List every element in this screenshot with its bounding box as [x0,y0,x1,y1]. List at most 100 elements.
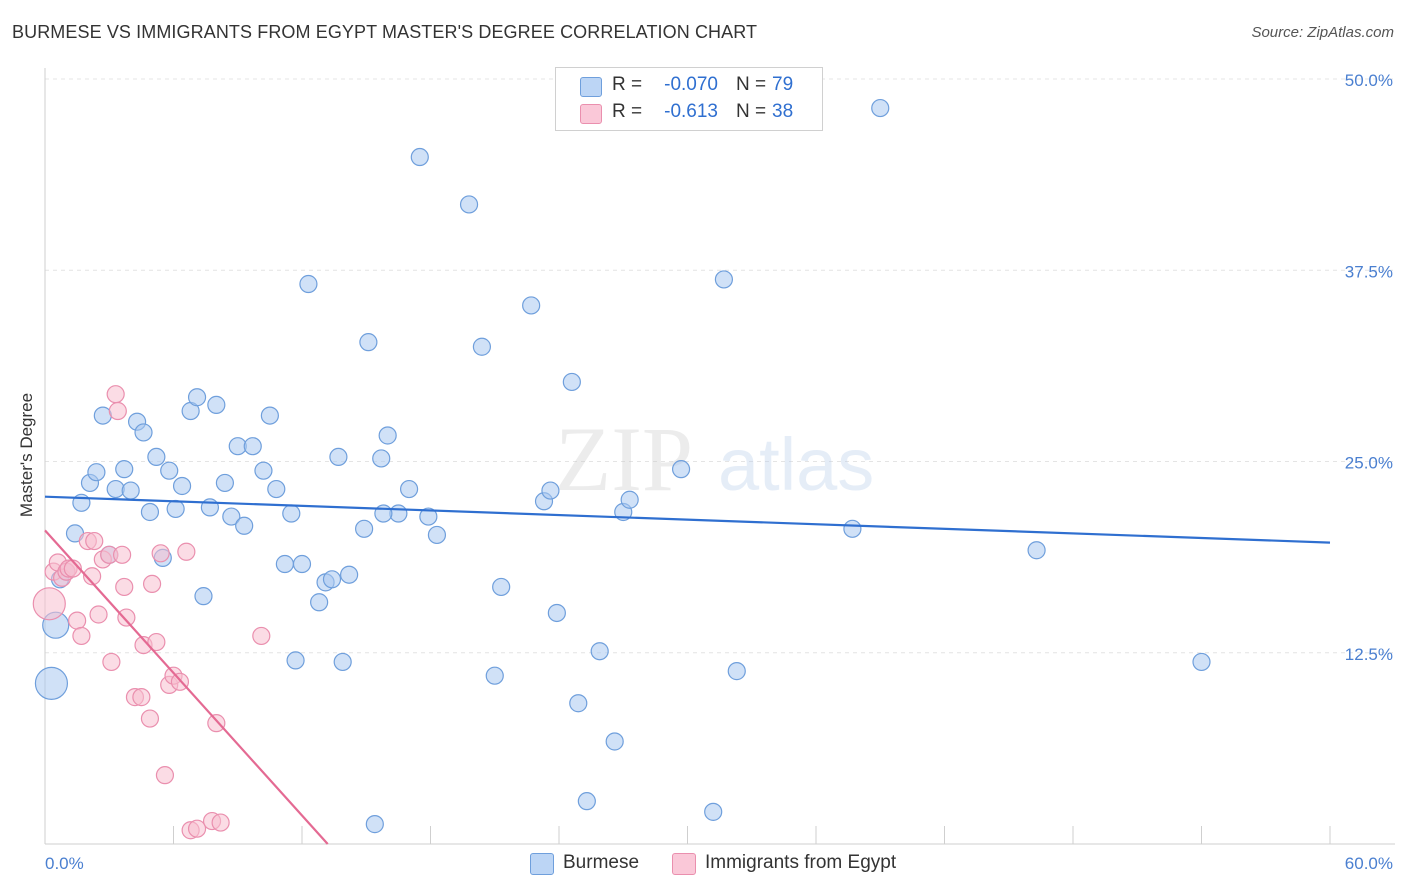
egypt-point [147,632,166,652]
burmese-point [93,406,112,425]
burmese-point [359,333,378,352]
watermark: ZIP atlas [555,408,874,510]
burmese-point [492,577,511,597]
burmese-point [140,502,160,522]
r-value: -0.613 [664,101,718,122]
legend-label-egypt: Immigrants from Egypt [705,852,897,873]
burmese-point [222,507,241,526]
egypt-point [89,605,108,624]
burmese-point [485,666,504,685]
egypt-point [117,608,136,627]
egypt-points [32,385,271,840]
burmese-point [322,570,342,589]
burmese-point [340,565,359,584]
egypt-point [252,626,271,646]
y-tick-label: 12.5% [1345,645,1393,664]
legend-label-burmese: Burmese [563,852,640,873]
burmese-point [106,479,125,499]
y-tick-label: 25.0% [1345,454,1393,473]
burmese-point [605,732,624,751]
r-value: -0.070 [664,74,718,95]
burmese-point [166,499,185,519]
burmese-point [843,519,862,538]
burmese-point [620,490,639,509]
burmese-point [292,554,312,574]
stats-row-egypt: R = -0.613 N = 38 [556,101,822,127]
trend-lines [44,495,1331,845]
egypt-point [32,587,66,621]
burmese-point [310,593,329,612]
burmese-point [727,662,746,681]
burmese-point [714,270,734,289]
burmese-point [704,802,723,821]
burmese-point [235,516,254,535]
burmese-point [254,461,273,480]
egypt-point [142,574,162,594]
source-label: Source: ZipAtlas.com [1251,24,1394,41]
burmese-point [260,406,279,425]
burmese-point [871,98,890,118]
burmese-point [1027,541,1046,560]
egypt-point [68,611,87,630]
burmese-point [160,461,179,480]
r-label: R = [612,74,643,95]
chart-title: BURMESE VS IMMIGRANTS FROM EGYPT MASTER'… [12,22,758,42]
burmese-point [147,447,166,467]
grid-lines [45,78,1395,654]
burmese-point [547,603,566,623]
burmese-point [355,519,374,538]
burmese-trend-line [44,495,1331,544]
burmese-point [1192,652,1211,672]
r-label: R = [612,101,643,122]
y-tick-label: 37.5% [1345,262,1393,281]
burmese-point [121,481,140,500]
burmese-point [522,296,541,315]
burmese-point [365,815,384,834]
stats-row-burmese: R = -0.070 N = 79 [556,74,822,100]
legend: Burmese Immigrants from Egypt [0,851,1406,877]
legend-swatch-burmese [530,853,554,875]
burmese-point [541,481,560,500]
burmese-point [134,423,153,442]
burmese-point [243,437,262,456]
egypt-point [112,545,132,564]
legend-swatch-egypt [672,853,696,875]
egypt-point [108,401,127,421]
x-tick-label: 60.0% [1345,854,1393,873]
burmese-point [267,479,286,499]
egypt-point [151,544,170,563]
stats-box: R = -0.070 N = 79 R = -0.613 N = 38 [555,67,823,131]
burmese-point [34,666,69,700]
egypt-point [102,652,121,672]
egypt-swatch [580,104,602,124]
egypt-point [211,813,230,832]
egypt-point [106,385,125,404]
egypt-point [207,714,226,733]
egypt-point [132,688,151,707]
burmese-point [562,372,581,392]
burmese-point [115,460,134,479]
x-tick-label: 0.0% [45,854,84,873]
burmese-point [569,694,588,713]
burmese-point [329,447,348,467]
burmese-point [372,449,391,468]
burmese-point [459,195,479,214]
n-value: 79 [772,74,794,95]
n-value: 38 [772,101,794,122]
burmese-swatch [580,77,602,97]
burmese-point [577,792,596,811]
y-tick-label: 50.0% [1345,71,1393,90]
egypt-point [140,709,160,728]
egypt-trend-line [44,529,329,845]
egypt-point [155,766,175,785]
burmese-point [286,651,305,670]
burmese-point [194,587,213,606]
burmese-point [87,463,106,482]
egypt-point [187,819,207,838]
burmese-point [399,479,419,499]
burmese-point [410,147,429,167]
burmese-point [282,504,301,523]
egypt-point [72,626,91,646]
burmese-point [187,388,207,407]
